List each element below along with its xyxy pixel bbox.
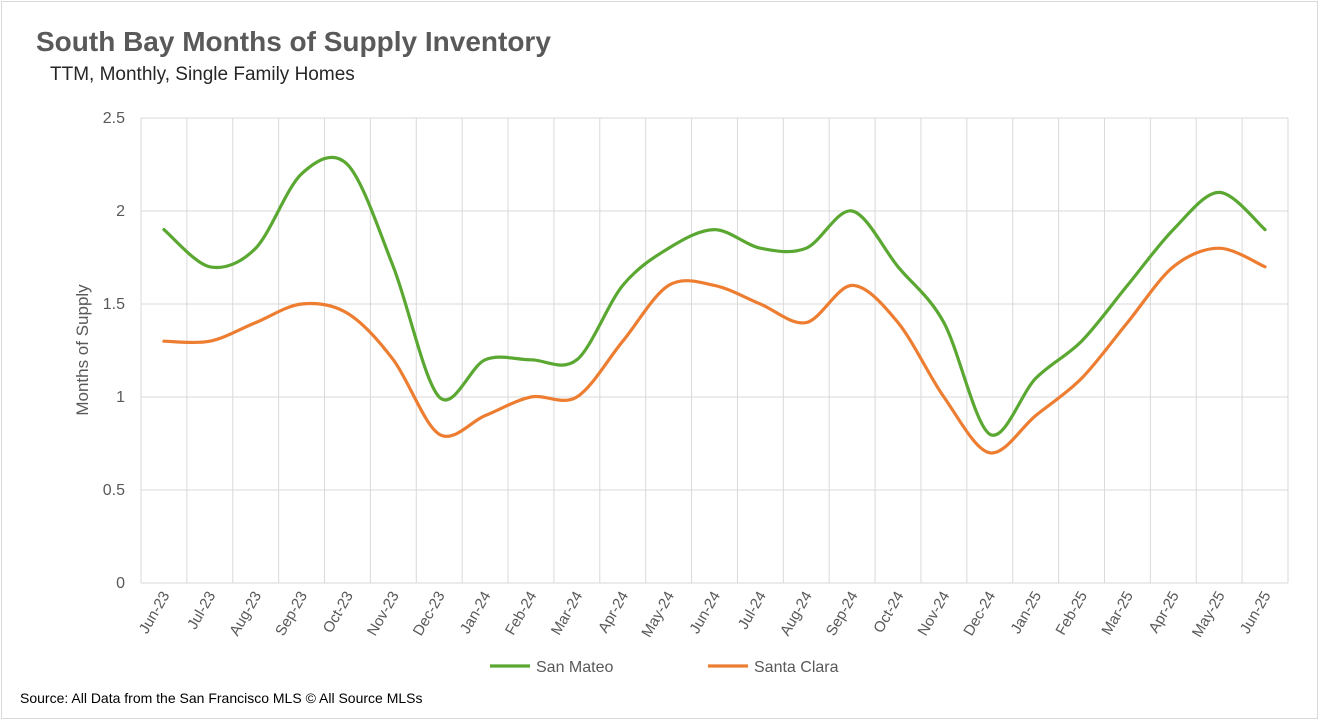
x-tick-label: Jun-23 [136, 589, 174, 637]
x-tick-label: Jan-25 [1007, 589, 1045, 637]
x-tick-label: May-25 [1189, 589, 1229, 641]
source-note: Source: All Data from the San Francisco … [20, 690, 423, 706]
y-tick-label: 0 [116, 575, 125, 592]
x-tick-label: Aug-24 [777, 589, 816, 639]
gridlines [140, 117, 1289, 584]
x-tick-label: Feb-25 [1053, 589, 1091, 639]
data-series [162, 155, 1267, 455]
y-tick-label: 1.5 [103, 296, 125, 313]
x-tick-label: Feb-24 [502, 589, 540, 639]
x-tick-label: Mar-24 [548, 589, 586, 639]
x-tick-label: May-24 [638, 589, 678, 641]
x-tick-label: Dec-24 [960, 589, 999, 639]
x-tick-label: Nov-24 [914, 589, 953, 639]
x-axis-ticks: Jun-23 Jul-23 Aug-23 Sep-23 Oct-23 Nov-23 Dec-… [136, 589, 1275, 641]
x-tick-label: Sep-24 [823, 589, 862, 639]
y-tick-label: 2 [116, 203, 125, 220]
y-tick-label: 1 [116, 389, 125, 406]
legend-label-san-mateo: San Mateo [536, 659, 613, 676]
chart-title: South Bay Months of Supply Inventory [36, 26, 551, 57]
x-tick-label: Sep-23 [272, 589, 311, 639]
series-line-san-mateo [162, 155, 1267, 437]
x-tick-label: Oct-23 [320, 589, 357, 636]
x-tick-label: Dec-23 [410, 589, 449, 639]
legend: San Mateo Santa Clara [490, 659, 839, 676]
x-tick-label: Jan-24 [457, 589, 495, 637]
y-tick-label: 2.5 [103, 110, 125, 127]
chart-subtitle: TTM, Monthly, Single Family Homes [50, 64, 355, 85]
x-tick-label: Mar-25 [1098, 589, 1136, 639]
x-tick-label: Oct-24 [870, 589, 907, 636]
x-tick-label: Jun-25 [1237, 589, 1275, 637]
y-axis-title: Months of Supply [73, 284, 92, 416]
y-axis-ticks: 0 0.5 1 1.5 2 2.5 [103, 110, 125, 592]
x-tick-label: Apr-25 [1146, 589, 1183, 636]
series-line-santa-clara [162, 246, 1267, 455]
x-tick-label: Jun-24 [686, 589, 724, 637]
x-tick-label: Jul-24 [735, 589, 770, 633]
legend-label-santa-clara: Santa Clara [754, 659, 839, 676]
x-tick-label: Nov-23 [364, 589, 403, 639]
x-tick-label: Jul-23 [184, 589, 219, 633]
x-tick-label: Apr-24 [595, 589, 632, 636]
y-tick-label: 0.5 [103, 482, 125, 499]
x-tick-label: Aug-23 [226, 589, 265, 639]
